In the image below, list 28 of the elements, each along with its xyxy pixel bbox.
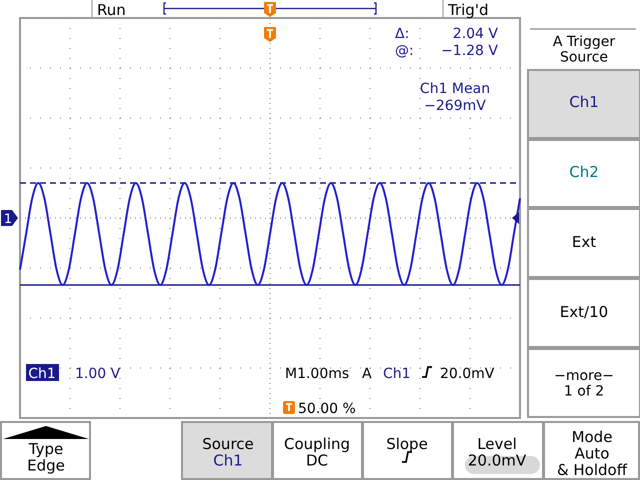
text: −269mV: [424, 98, 486, 114]
text: Slope: [386, 435, 428, 453]
text: 1: [4, 212, 12, 227]
text: 2.04 V: [452, 26, 498, 42]
text: Trig'd: [447, 1, 488, 19]
text: 20.0mV: [440, 366, 495, 382]
text: A Trigger Source: [552, 34, 616, 66]
text: @:: [395, 43, 414, 59]
text: Ch1: [383, 366, 411, 382]
text: Δ:: [395, 26, 410, 42]
text: 1.00 V: [75, 366, 121, 382]
text: −1.28 V: [441, 43, 498, 59]
text: Ch1: [28, 366, 56, 382]
text: Ch1: [569, 93, 599, 111]
text: Ch2: [569, 163, 599, 181]
text: −more− 1 of 2: [554, 368, 614, 400]
text: Ext: [572, 233, 596, 251]
text: Mode Auto & Holdoff: [556, 428, 628, 479]
text: 50.00 %: [298, 401, 356, 417]
text: A: [362, 366, 372, 382]
text: M1.00ms: [285, 366, 350, 382]
text: Ch1 Mean: [420, 81, 490, 97]
text: Ext/10: [560, 303, 608, 321]
text: Run: [97, 1, 126, 19]
text: Level 20.0mV: [468, 435, 527, 470]
source-note: Source Ch1: [202, 435, 254, 470]
text: Type Edge: [27, 440, 65, 474]
text: Coupling DC: [284, 435, 350, 470]
